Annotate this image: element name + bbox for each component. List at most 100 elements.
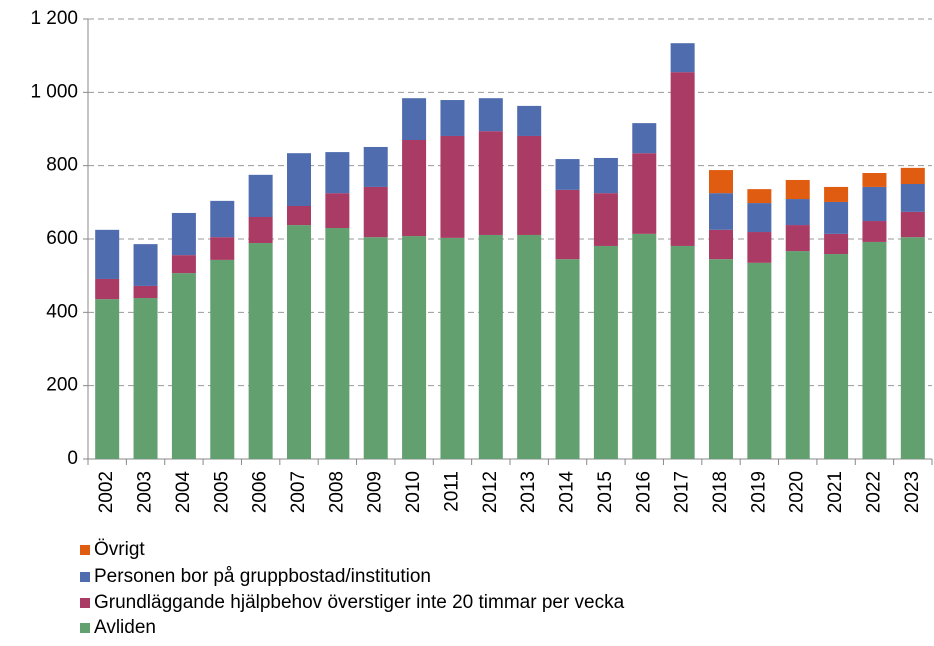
- bar-segment: [632, 233, 657, 459]
- bar-segment: [709, 193, 733, 230]
- bar-segment: [248, 243, 273, 459]
- y-tick-label: 800: [46, 155, 78, 176]
- bar-segment: [95, 278, 120, 300]
- legend-swatch: [80, 598, 90, 608]
- bar-segment: [287, 225, 311, 459]
- bar-segment: [785, 225, 810, 252]
- x-tick-label: 2012: [480, 471, 501, 513]
- bar-segment: [133, 285, 158, 299]
- x-tick-label: 2002: [96, 471, 117, 513]
- bar-segment: [440, 237, 465, 459]
- bar-segment: [133, 244, 158, 286]
- bar-segment: [402, 98, 427, 140]
- x-tick-label: 2011: [441, 471, 462, 512]
- x-tick-label: 2014: [557, 471, 578, 514]
- legend-label: Övrigt: [94, 539, 145, 560]
- x-tick-label: 2007: [288, 471, 309, 513]
- x-tick-label: 2019: [748, 471, 769, 513]
- bar-segment: [440, 135, 465, 238]
- bar-segment: [785, 179, 810, 200]
- y-tick-label: 1 000: [30, 81, 78, 102]
- bar-segment: [95, 229, 120, 279]
- bar-segment: [555, 189, 580, 260]
- bar-segment: [478, 98, 503, 132]
- legend-swatch: [80, 623, 90, 633]
- bar-segment: [325, 193, 350, 228]
- bar-segment: [478, 234, 503, 459]
- legend-label: Avliden: [94, 617, 156, 638]
- y-tick-label: 200: [46, 375, 78, 396]
- bar-segment: [709, 229, 733, 260]
- x-tick-label: 2023: [902, 471, 923, 513]
- bar-segment: [555, 259, 580, 459]
- bar-segment: [555, 159, 580, 190]
- bar-segment: [709, 259, 733, 459]
- x-tick-label: 2010: [403, 471, 424, 513]
- legend-label: Personen bor på gruppbostad/institution: [94, 566, 431, 587]
- x-tick-label: 2005: [211, 471, 232, 513]
- bar-segment: [248, 217, 273, 244]
- bar-segment: [862, 221, 887, 242]
- bar-segment: [593, 193, 618, 246]
- x-tick-label: 2016: [633, 471, 654, 513]
- bar-segment: [785, 199, 810, 226]
- bar-segment: [824, 254, 849, 459]
- bar-segment: [900, 167, 925, 184]
- bar-segment: [862, 173, 887, 187]
- bar-segment: [632, 123, 657, 154]
- bar-segment: [824, 186, 849, 202]
- x-tick-label: 2015: [595, 471, 616, 513]
- x-tick-label: 2003: [135, 471, 156, 513]
- bar-segment: [363, 237, 388, 459]
- bar-segment: [517, 234, 542, 459]
- bar-segment: [709, 170, 733, 194]
- bar-segment: [210, 237, 235, 260]
- x-tick-label: 2017: [672, 471, 693, 513]
- bar-segment: [862, 186, 887, 222]
- bar-segment: [747, 203, 772, 233]
- bar-segment: [287, 153, 311, 206]
- bar-segment: [670, 72, 695, 246]
- bar-segment: [478, 131, 503, 235]
- bar-segment: [402, 140, 427, 237]
- y-tick-label: 1 200: [30, 8, 78, 29]
- x-tick-label: 2008: [326, 471, 347, 513]
- x-tick-label: 2018: [710, 471, 731, 513]
- x-tick-label: 2013: [518, 471, 539, 513]
- x-tick-label: 2009: [365, 471, 386, 513]
- bar-segment: [670, 43, 695, 73]
- bar-segment: [325, 152, 350, 194]
- bar-segment: [900, 211, 925, 238]
- legend-swatch: [80, 572, 90, 582]
- bar-segment: [593, 157, 618, 194]
- bar-segment: [210, 259, 235, 459]
- bar-segment: [517, 105, 542, 136]
- bar-segment: [824, 233, 849, 255]
- x-tick-label: 2020: [787, 471, 808, 513]
- bar-segment: [402, 236, 427, 459]
- legend-label: Grundläggande hjälpbehov överstiger inte…: [94, 592, 625, 613]
- y-tick-label: 600: [46, 228, 78, 249]
- bar-segment: [747, 189, 772, 204]
- bar-segment: [670, 245, 695, 459]
- bar-segment: [862, 241, 887, 459]
- bar-segment: [593, 245, 618, 459]
- bar-segment: [171, 273, 196, 459]
- bar-segment: [900, 184, 925, 212]
- x-tick-label: 2004: [173, 471, 194, 514]
- bar-segment: [133, 298, 158, 459]
- bar-segment: [363, 186, 388, 238]
- bar-segment: [824, 201, 849, 234]
- bar-segment: [95, 299, 120, 459]
- x-tick-label: 2006: [250, 471, 271, 513]
- bar-segment: [287, 206, 311, 226]
- bar-segment: [440, 100, 465, 136]
- y-tick-label: 400: [46, 301, 78, 322]
- bar-segment: [325, 228, 350, 459]
- bar-segment: [517, 135, 542, 235]
- y-tick-label: 0: [67, 448, 78, 469]
- bar-segment: [785, 251, 810, 459]
- bar-segment: [747, 232, 772, 263]
- bar-segment: [171, 255, 196, 274]
